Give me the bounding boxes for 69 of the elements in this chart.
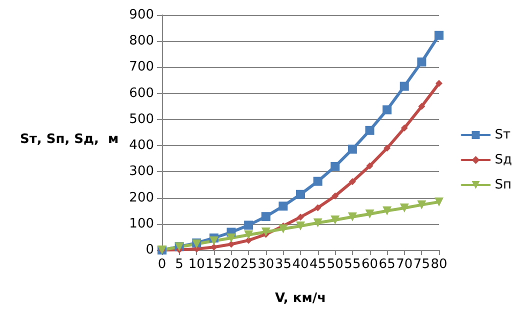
point: [348, 212, 357, 222]
point: [400, 203, 409, 212]
point: [348, 144, 357, 154]
point: [418, 102, 426, 110]
y-tick-label: 400: [129, 138, 154, 154]
point: [226, 233, 236, 242]
y-tick-label: 300: [129, 164, 154, 180]
point: [417, 58, 426, 66]
point: [261, 212, 270, 222]
x-tick-label: 50: [326, 257, 344, 272]
point: [365, 126, 374, 135]
point: [330, 215, 340, 224]
y-tick-label: 900: [129, 8, 154, 22]
y-tick-label: 100: [129, 216, 154, 232]
point: [330, 162, 340, 171]
point: [245, 236, 252, 244]
point: [436, 80, 442, 87]
y-axis-title: Sт, Sп, Sд, м: [20, 132, 119, 147]
point: [244, 230, 254, 240]
legend-label: Sд: [494, 152, 512, 168]
x-tick-label: 70: [396, 257, 413, 272]
y-tick-label: 700: [129, 60, 154, 75]
x-tick-label: 30: [258, 257, 274, 272]
point: [417, 200, 426, 210]
legend-label: Sт: [494, 128, 512, 142]
x-tick-label: 75: [413, 257, 430, 272]
x-tick-label: 5: [175, 257, 184, 272]
point: [296, 221, 305, 230]
x-tick-label: 10: [188, 257, 205, 272]
x-tick-label: 40: [292, 257, 309, 272]
x-tick-label: 65: [378, 257, 396, 272]
x-tick-label: 60: [361, 257, 378, 272]
point: [382, 206, 392, 216]
x-tick-label: 20: [222, 257, 240, 272]
y-tick-label: 500: [129, 112, 154, 127]
point: [297, 214, 304, 221]
point: [261, 227, 270, 236]
point: [228, 240, 235, 248]
point: [278, 202, 288, 211]
x-axis-title: V, км/ч: [275, 291, 326, 306]
x-tick-label: 0: [158, 257, 166, 272]
point: [384, 144, 391, 152]
x-tick-label: 35: [274, 257, 292, 272]
point: [244, 220, 254, 230]
y-tick-label: 800: [129, 34, 154, 49]
point: [365, 209, 374, 218]
x-tick-label: 55: [344, 257, 361, 272]
point: [313, 176, 322, 186]
y-tick-label: 200: [129, 190, 154, 206]
point: [366, 162, 374, 170]
x-tick-label: 15: [206, 257, 222, 272]
point: [400, 124, 408, 132]
point: [348, 178, 356, 186]
y-tick-label: 600: [129, 86, 154, 101]
point: [382, 105, 392, 114]
x-tick-label: 45: [310, 257, 326, 272]
x-tick-label: 80: [430, 257, 448, 272]
point: [313, 218, 322, 228]
point: [209, 236, 218, 246]
point: [296, 190, 305, 199]
point: [332, 192, 339, 200]
point: [434, 197, 444, 206]
legend-label: Sп: [494, 178, 512, 192]
x-tick-label: 25: [240, 257, 257, 272]
point: [400, 82, 409, 91]
y-tick-label: 0: [146, 242, 154, 258]
point: [314, 204, 322, 212]
point: [278, 224, 288, 234]
point: [434, 30, 444, 40]
